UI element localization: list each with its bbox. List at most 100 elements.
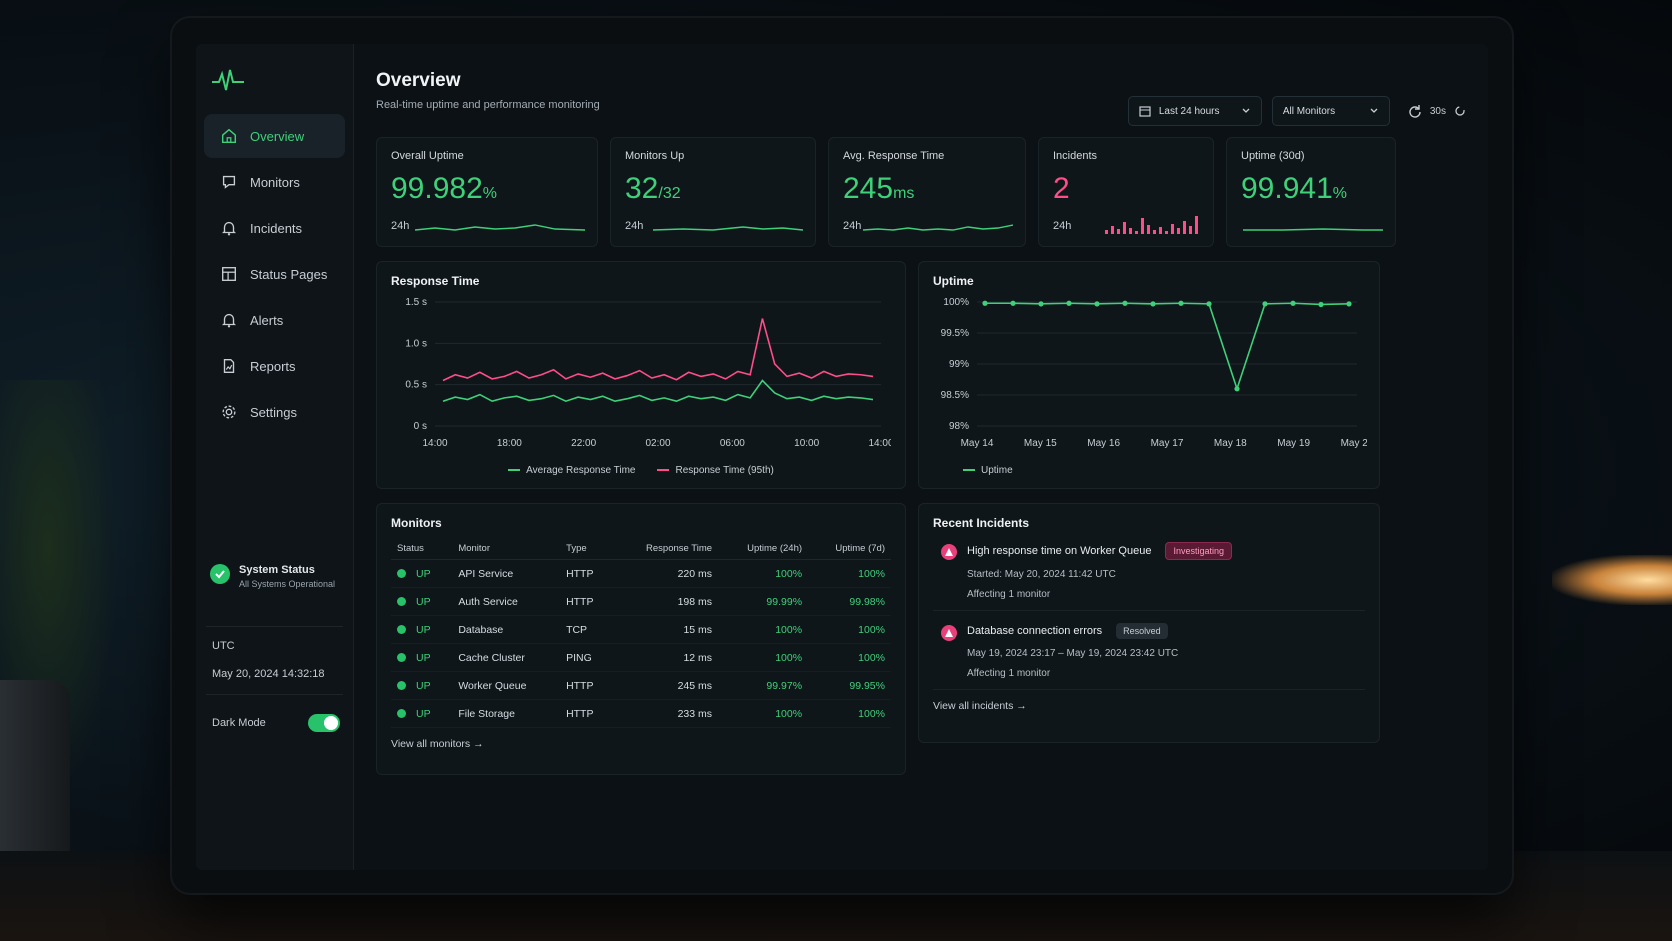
chevron-down-icon <box>1242 108 1250 113</box>
monitor-name[interactable]: Cache Cluster <box>452 643 561 672</box>
incident-item[interactable]: Database connection errors Resolved May 1… <box>933 611 1365 690</box>
table-row[interactable]: UP File Storage HTTP 233 ms 100% 100% <box>391 699 891 728</box>
data-point <box>1346 301 1352 307</box>
x-tick-label: 10:00 <box>794 438 819 449</box>
data-point <box>982 300 988 306</box>
kpi-monitors-up: Monitors Up 32/32 24h <box>610 137 816 247</box>
panel-title: Uptime <box>933 274 974 288</box>
kpi-period: 24h <box>625 220 644 232</box>
page-title: Overview <box>376 70 461 91</box>
monitor-type: PING <box>560 643 614 672</box>
monitor-type: HTTP <box>560 699 614 728</box>
chart-legend: Uptime <box>933 465 1365 476</box>
dark-mode-row: Dark Mode <box>212 714 340 732</box>
column-header[interactable]: Monitor <box>452 538 561 560</box>
refresh-control: 30s <box>1408 104 1466 118</box>
y-tick-label: 0 s <box>414 421 427 432</box>
system-status-subtitle: All Systems Operational <box>239 579 336 589</box>
legend-item-p95[interactable]: Response Time (95th) <box>657 465 774 476</box>
x-tick-label: 22:00 <box>571 438 596 449</box>
app-logo-icon[interactable] <box>210 66 353 96</box>
legend-item-uptime[interactable]: Uptime <box>963 465 1013 476</box>
monitor-name[interactable]: Auth Service <box>452 587 561 616</box>
response-time-panel: Response Time 1.5 s 1.0 s 0.5 s 0 s 14:00 18:… <box>376 261 906 489</box>
kpi-value: 99.982% <box>391 172 497 205</box>
y-tick-label: 1.5 s <box>405 297 427 308</box>
x-tick-label: May 15 <box>1024 438 1057 449</box>
monitor-type: HTTP <box>560 559 614 588</box>
sidebar-item-incidents[interactable]: Incidents <box>204 206 345 250</box>
column-header[interactable]: Uptime (24h) <box>718 538 809 560</box>
status-dot <box>397 569 406 579</box>
data-point <box>1010 300 1016 306</box>
kpi-value: 2 <box>1053 172 1070 205</box>
monitor-name[interactable]: Worker Queue <box>452 671 561 700</box>
table-row[interactable]: UP Auth Service HTTP 198 ms 99.99% 99.98% <box>391 587 891 616</box>
dark-mode-label: Dark Mode <box>212 717 266 729</box>
monitor-name[interactable]: File Storage <box>452 699 561 728</box>
column-header[interactable]: Status <box>391 538 453 560</box>
incident-item[interactable]: High response time on Worker Queue Invest… <box>933 530 1365 611</box>
column-header[interactable]: Response Time <box>613 538 719 560</box>
kpi-value: 99.941% <box>1241 172 1347 205</box>
x-tick-label: 14:00 <box>868 438 891 449</box>
system-status-title: System Status <box>239 564 315 576</box>
status-dot <box>397 597 406 607</box>
data-point <box>1234 386 1240 392</box>
x-tick-label: 02:00 <box>645 438 670 449</box>
table-row[interactable]: UP Worker Queue HTTP 245 ms 99.97% 99.95% <box>391 671 891 700</box>
warning-icon <box>941 544 957 560</box>
chart-legend: Average Response Time Response Time (95t… <box>391 465 891 476</box>
kpi-label: Incidents <box>1053 150 1098 162</box>
gear-icon <box>222 405 236 419</box>
uptime-30d-sparkline <box>1243 228 1383 231</box>
kpi-period: 24h <box>391 220 410 232</box>
legend-item-avg[interactable]: Average Response Time <box>508 465 635 476</box>
kpi-incidents: Incidents 2 24h <box>1038 137 1214 247</box>
sidebar-item-reports[interactable]: Reports <box>204 344 345 388</box>
refresh-interval[interactable]: 30s <box>1429 105 1446 117</box>
table-row[interactable]: UP API Service HTTP 220 ms 100% 100% <box>391 559 891 588</box>
sidebar-item-alerts[interactable]: Alerts <box>204 298 345 342</box>
y-tick-label: 99% <box>949 359 969 370</box>
timezone-label: UTC <box>212 640 235 652</box>
table-row[interactable]: UP Cache Cluster PING 12 ms 100% 100% <box>391 643 891 672</box>
view-all-monitors-link[interactable]: View all monitors → <box>391 738 484 750</box>
date-range-value: Last 24 hours <box>1158 105 1220 117</box>
column-header[interactable]: Type <box>560 538 614 560</box>
data-point <box>1038 301 1044 307</box>
kpi-period: 24h <box>843 220 862 232</box>
view-all-incidents-link[interactable]: View all incidents → <box>933 700 1027 712</box>
date-range-select[interactable]: Last 24 hours <box>1127 96 1262 126</box>
sidebar-item-monitors[interactable]: Monitors <box>204 160 345 204</box>
status-dot <box>397 653 406 663</box>
x-tick-label: 18:00 <box>497 438 522 449</box>
uptime-24h: 100% <box>718 643 809 672</box>
x-tick-label: May 19 <box>1277 438 1310 449</box>
y-tick-label: 1.0 s <box>405 338 427 349</box>
monitor-icon <box>222 175 236 189</box>
table-row[interactable]: UP Database TCP 15 ms 100% 100% <box>391 615 891 644</box>
sidebar-item-label: Incidents <box>250 220 303 236</box>
monitor-name[interactable]: API Service <box>452 559 561 588</box>
header-controls: Last 24 hours All Monitors 30s <box>1127 96 1466 126</box>
uptime-7d: 100% <box>808 559 891 588</box>
sidebar-item-overview[interactable]: Overview <box>204 114 345 158</box>
response-time: 233 ms <box>613 699 719 728</box>
refresh-icon[interactable] <box>1408 104 1422 118</box>
monitor-filter-select[interactable]: All Monitors <box>1271 96 1390 126</box>
kpi-value: 245ms <box>843 172 915 205</box>
status-cell: UP <box>391 559 453 588</box>
y-tick-label: 99.5% <box>941 328 969 339</box>
x-tick-label: 06:00 <box>720 438 745 449</box>
kpi-overall-uptime: Overall Uptime 99.982% 24h <box>376 137 598 247</box>
sidebar-item-label: Settings <box>250 404 297 420</box>
monitor-name[interactable]: Database <box>452 615 561 644</box>
sidebar-item-settings[interactable]: Settings <box>204 390 345 434</box>
sidebar-item-status-pages[interactable]: Status Pages <box>204 252 345 296</box>
column-header[interactable]: Uptime (7d) <box>808 538 891 560</box>
kpi-label: Avg. Response Time <box>843 150 945 162</box>
incident-time: Started: May 20, 2024 11:42 UTC <box>967 569 1116 580</box>
response-sparkline <box>863 224 1013 231</box>
dark-mode-toggle[interactable] <box>308 714 340 732</box>
